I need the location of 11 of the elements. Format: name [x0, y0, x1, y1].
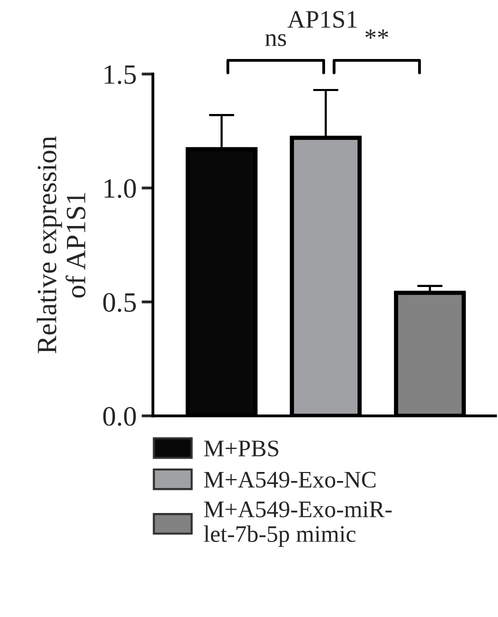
y-tick-label: 1.0 [104, 179, 136, 198]
legend-label: M+A549-Exo-miR- let-7b-5p mimic [204, 501, 392, 547]
legend-label: M+PBS [204, 440, 278, 456]
text: ns [265, 34, 286, 46]
y-tick-label: 0.0 [103, 407, 136, 426]
y-tick-label: 1.5 [104, 65, 136, 84]
y-axis-title: Relative expression of AP1S1 [36, 136, 86, 354]
chart-title: AP1S1 [288, 11, 357, 28]
text: ** [366, 30, 388, 39]
legend-label: M+A549-Exo-NC [204, 472, 376, 488]
y-tick-label: 0.5 [103, 293, 136, 312]
